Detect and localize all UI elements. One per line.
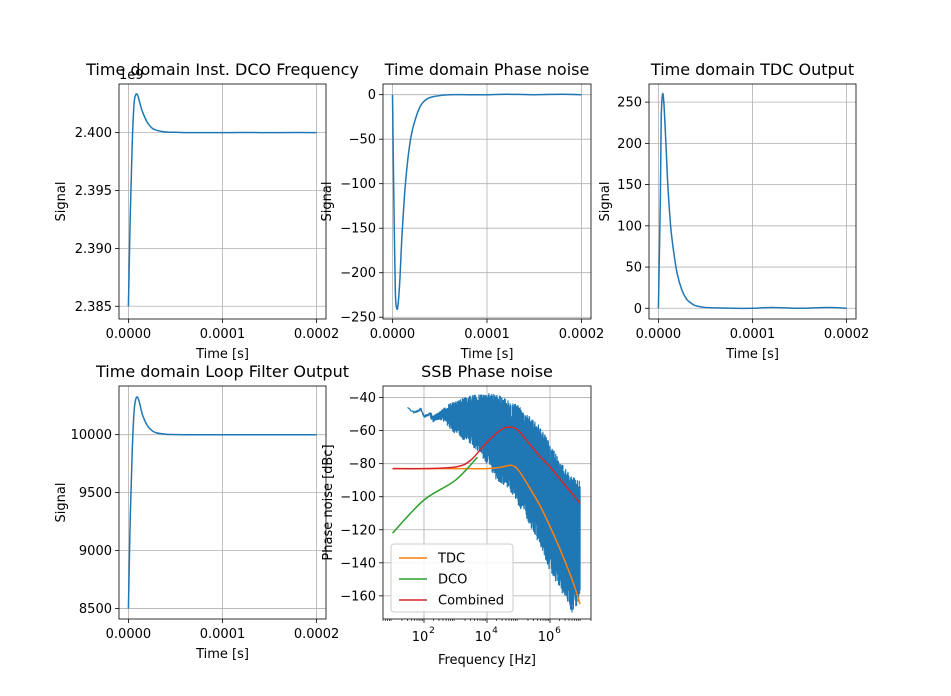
y-tick-label: 0 [368, 88, 376, 103]
legend: TDC DCO Combined [390, 543, 514, 613]
y-axis-label: Signal [320, 182, 335, 222]
y-tick-label: −250 [340, 311, 376, 326]
x-axis-label: Time [s] [725, 347, 779, 362]
x-tick-label-base: 10 [412, 630, 429, 645]
x-tick-label-exponent: 2 [429, 626, 435, 636]
subplot-title: Time domain Inst. DCO Frequency [85, 60, 359, 79]
y-tick-label: −120 [340, 523, 376, 538]
subplot-title: Time domain Phase noise [384, 60, 590, 79]
x-tick-label: 0.0000 [636, 327, 682, 342]
series-line-signal [127, 93, 317, 307]
axes-frame [382, 83, 592, 320]
y-tick-label: 9000 [79, 544, 112, 559]
x-tick-label: 0.0002 [294, 627, 340, 642]
subplot-title: Time domain TDC Output [650, 60, 854, 79]
legend-label-dco: DCO [438, 573, 467, 588]
series-line-signal [657, 92, 847, 310]
legend-label-combined: Combined [438, 594, 504, 609]
y-tick-label: −80 [349, 457, 376, 472]
x-tick-label-exponent: 6 [555, 626, 561, 636]
series-line-phase-noise [407, 393, 581, 613]
y-axis-label: Phase noise [dBc] [321, 444, 336, 560]
y-tick-label: 2.390 [75, 242, 112, 257]
subplots: 0.0000 0.0001 0.0002 2.385 2.390 2.395 2.400 Ti… [54, 60, 869, 668]
series-line-signal [391, 93, 582, 311]
series-line-signal [127, 396, 317, 609]
y-tick-label: 250 [617, 96, 642, 111]
subplot-4: 0.0000 0.0001 0.0002 8500 9000 9500 10000 Time … [54, 362, 349, 662]
axes-frame [382, 385, 592, 620]
axes-frame [118, 385, 327, 620]
y-tick-label: −40 [349, 391, 376, 406]
y-axis-label: Signal [54, 182, 69, 222]
x-tick-label-base: 10 [538, 630, 555, 645]
y-tick-label: 150 [617, 178, 642, 193]
x-tick-label-base: 10 [475, 630, 492, 645]
y-tick-label: −100 [340, 177, 376, 192]
series-group [391, 393, 581, 613]
subplot-3: 0.0000 0.0001 0.0002 0 50 100 150 200 250 Time do… [598, 60, 869, 362]
y-tick-label: 8500 [79, 602, 112, 617]
y-tick-label: −60 [349, 424, 376, 439]
series-group [127, 93, 317, 307]
y-tick-label: −140 [340, 556, 376, 571]
x-tick-label: 0.0000 [106, 627, 152, 642]
y-tick-label: 2.400 [75, 126, 112, 141]
y-tick-label: 100 [617, 219, 642, 234]
y-tick-label: −150 [340, 222, 376, 237]
series-line-tdc [392, 464, 581, 605]
axes-frame [648, 83, 857, 320]
y-tick-label: −100 [340, 490, 376, 505]
x-tick-label: 0.0001 [464, 327, 510, 342]
y-tick-label: 10000 [71, 428, 112, 443]
y-tick-label: 2.385 [75, 300, 112, 315]
y-tick-label: −160 [340, 589, 376, 604]
y-tick-label: 9500 [79, 486, 112, 501]
y-tick-label: 50 [625, 261, 642, 276]
x-axis-label: Time [s] [195, 647, 249, 662]
subplot-title: Time domain Loop Filter Output [95, 362, 349, 381]
y-offset-label: 1e9 [119, 68, 144, 83]
y-tick-label: 0 [634, 302, 642, 317]
x-tick-label: 0.0001 [200, 327, 246, 342]
axes-frame [118, 83, 327, 320]
y-tick-label: −50 [349, 133, 376, 148]
x-tick-label: 0.0001 [200, 627, 246, 642]
subplot-title: SSB Phase noise [421, 362, 553, 381]
y-tick-label: −200 [340, 266, 376, 281]
x-tick-label: 0.0002 [824, 327, 870, 342]
legend-box [390, 543, 514, 613]
x-tick-label: 0.0002 [294, 327, 340, 342]
series-line-dco [391, 456, 479, 534]
x-axis-label: Time [s] [460, 347, 514, 362]
x-tick-label: 0.0001 [730, 327, 776, 342]
series-group [657, 92, 847, 310]
series-group [127, 396, 317, 609]
x-tick-label: 0.0002 [559, 327, 605, 342]
subplot-2: 0.0000 0.0001 0.0002 0 −50 −100 −150 −200 −250 Ti… [320, 60, 604, 362]
x-tick-label-exponent: 4 [492, 626, 498, 636]
x-tick-label: 0.0000 [106, 327, 152, 342]
subplot-1: 0.0000 0.0001 0.0002 2.385 2.390 2.395 2.400 Ti… [54, 60, 359, 362]
y-tick-label: 2.395 [75, 184, 112, 199]
series-group [391, 93, 582, 311]
legend-label-tdc: TDC [437, 552, 465, 567]
y-axis-label: Signal [598, 182, 613, 222]
y-axis-label: Signal [54, 483, 69, 523]
x-axis-label: Frequency [Hz] [438, 653, 536, 668]
series-line-combined [392, 426, 581, 504]
x-axis-label: Time [s] [195, 347, 249, 362]
x-tick-label: 0.0000 [370, 327, 416, 342]
y-tick-label: 200 [617, 137, 642, 152]
